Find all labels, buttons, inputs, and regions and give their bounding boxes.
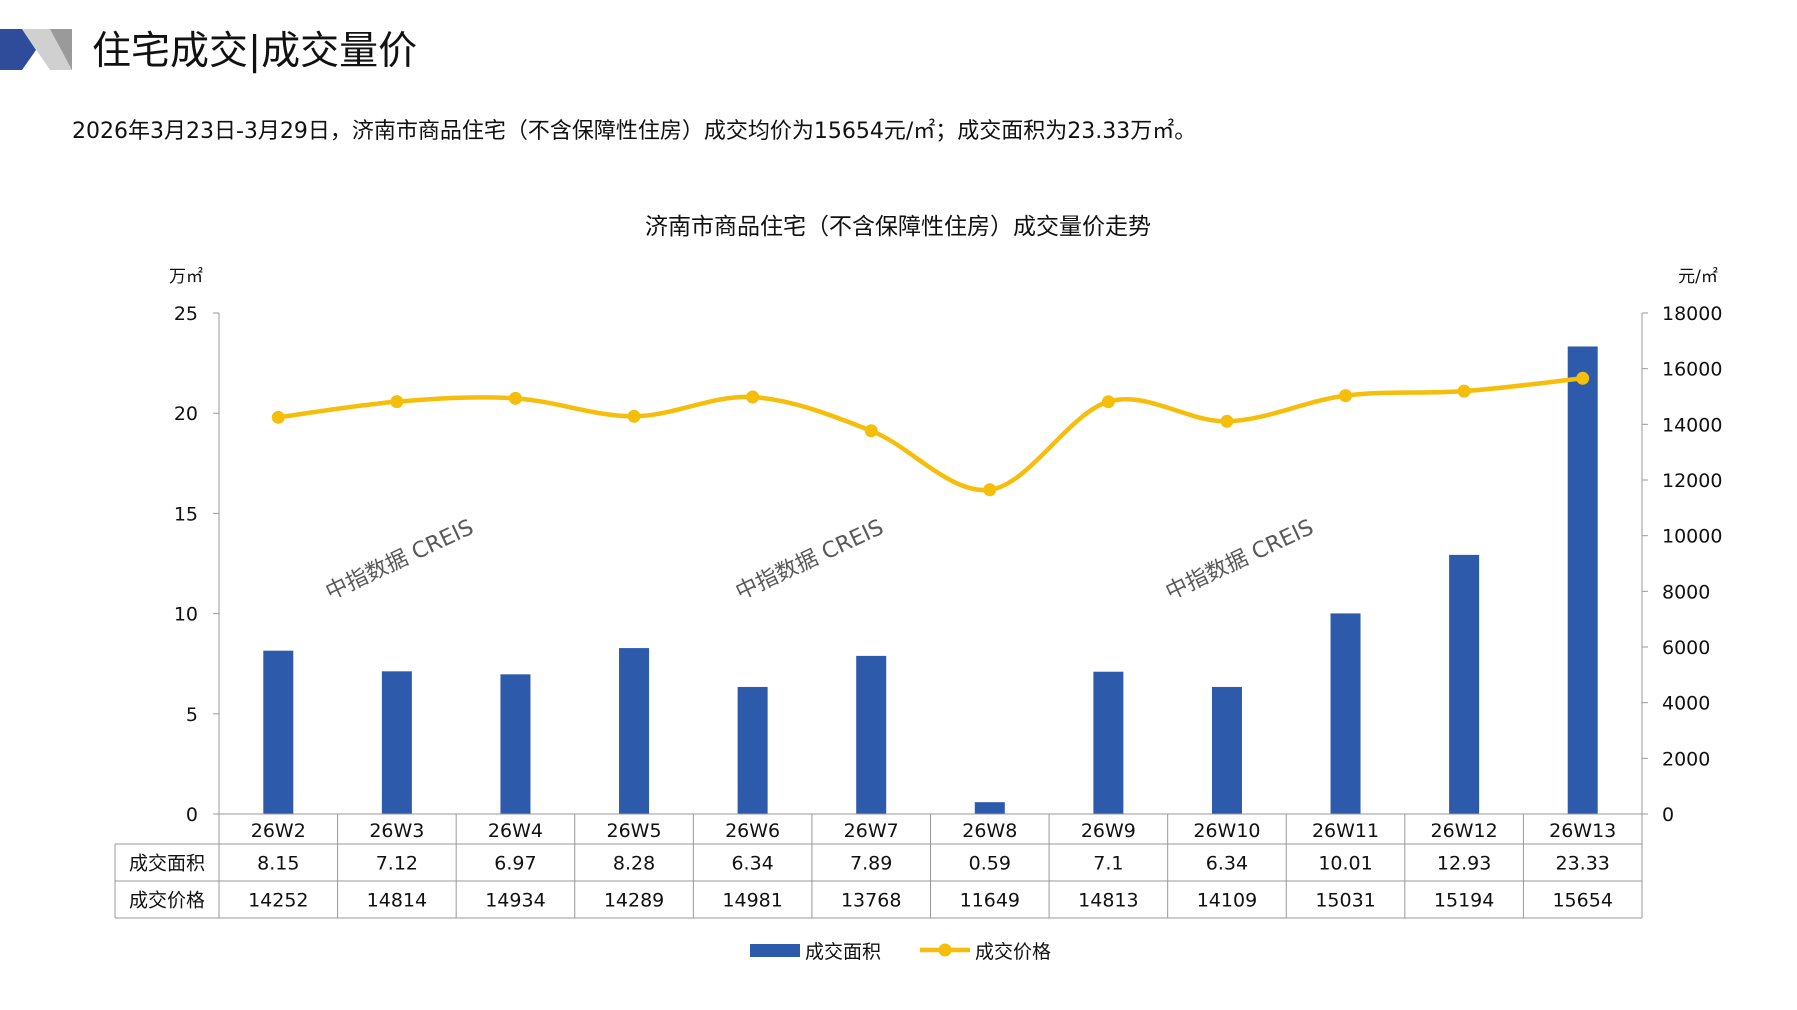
- table-cell: 6.97: [494, 853, 536, 875]
- right-axis-unit: 元/㎡: [1678, 267, 1718, 287]
- category-label: 26W9: [1081, 820, 1136, 842]
- left-tick-label: 25: [174, 303, 198, 325]
- bar-26W5: [619, 648, 650, 814]
- summary-text: 2026年3月23日-3月29日，济南市商品住宅（不含保障性住房）成交均价为15…: [72, 118, 1196, 144]
- category-label: 26W12: [1431, 820, 1498, 842]
- bar-26W11: [1330, 613, 1361, 814]
- table-cell: 23.33: [1556, 853, 1610, 875]
- left-axis-unit: 万㎡: [169, 267, 203, 287]
- page-title: 住宅成交|成交量价: [92, 29, 417, 74]
- price-point-26W7: [864, 424, 878, 438]
- table-cell: 15031: [1315, 890, 1375, 912]
- right-tick-label: 0: [1662, 804, 1674, 826]
- price-point-26W12: [1457, 384, 1471, 398]
- price-point-26W4: [508, 391, 522, 405]
- category-label: 26W13: [1549, 820, 1616, 842]
- table-cell: 0.59: [969, 853, 1011, 875]
- legend-bar-swatch: [750, 944, 800, 957]
- table-cell: 8.15: [257, 853, 299, 875]
- price-point-26W2: [271, 410, 285, 424]
- watermark: 中指数据 CREIS: [1162, 515, 1318, 605]
- left-tick-label: 0: [186, 804, 198, 826]
- legend-line-marker: [938, 943, 952, 957]
- right-tick-label: 18000: [1662, 303, 1722, 325]
- table-cell: 14814: [367, 890, 427, 912]
- bar-26W2: [263, 650, 294, 814]
- table-cell: 14109: [1197, 890, 1257, 912]
- table-cell: 7.12: [376, 853, 418, 875]
- table-cell: 14289: [604, 890, 664, 912]
- category-label: 26W8: [962, 820, 1017, 842]
- bar-26W13: [1567, 346, 1598, 814]
- table-cell: 6.34: [1206, 853, 1248, 875]
- bar-26W9: [1093, 671, 1124, 814]
- right-tick-label: 10000: [1662, 526, 1722, 548]
- table-cell: 6.34: [731, 853, 773, 875]
- left-tick-label: 15: [174, 503, 198, 525]
- table-cell: 14813: [1078, 890, 1138, 912]
- bar-26W10: [1211, 686, 1242, 814]
- price-line: [277, 376, 1583, 493]
- legend-area-label: 成交面积: [805, 941, 881, 963]
- bar-26W8: [974, 802, 1005, 814]
- category-label: 26W3: [369, 820, 424, 842]
- table-cell: 11649: [960, 890, 1020, 912]
- category-label: 26W2: [251, 820, 306, 842]
- table-series-name: 成交面积: [129, 853, 205, 875]
- category-label: 26W5: [607, 820, 662, 842]
- table-cell: 7.1: [1093, 853, 1123, 875]
- price-point-26W5: [627, 409, 641, 423]
- right-tick-label: 8000: [1662, 581, 1710, 603]
- bar-26W6: [737, 686, 768, 814]
- right-tick-label: 12000: [1662, 470, 1722, 492]
- price-point-26W6: [746, 390, 760, 404]
- right-tick-label: 16000: [1662, 359, 1722, 381]
- category-label: 26W4: [488, 820, 543, 842]
- table-cell: 13768: [841, 890, 901, 912]
- left-tick-label: 10: [174, 604, 198, 626]
- bar-26W3: [381, 671, 412, 814]
- table-cell: 15654: [1552, 890, 1612, 912]
- table-cell: 15194: [1434, 890, 1494, 912]
- right-tick-label: 14000: [1662, 414, 1722, 436]
- category-label: 26W7: [844, 820, 899, 842]
- table-cell: 8.28: [613, 853, 655, 875]
- bar-26W12: [1449, 554, 1480, 814]
- legend-price-label: 成交价格: [975, 941, 1051, 963]
- table-cell: 12.93: [1437, 853, 1491, 875]
- table-cell: 10.01: [1318, 853, 1372, 875]
- right-tick-label: 4000: [1662, 693, 1710, 715]
- price-point-26W13: [1576, 371, 1590, 385]
- price-point-26W10: [1220, 414, 1234, 428]
- section-logo: [0, 29, 72, 70]
- price-point-26W3: [390, 395, 404, 409]
- category-label: 26W11: [1312, 820, 1379, 842]
- price-point-26W9: [1101, 395, 1115, 409]
- left-tick-label: 5: [186, 704, 198, 726]
- category-label: 26W6: [725, 820, 780, 842]
- bar-26W7: [856, 655, 887, 814]
- left-tick-label: 20: [174, 403, 198, 425]
- right-tick-label: 6000: [1662, 637, 1710, 659]
- price-point-26W8: [983, 483, 997, 497]
- chart-title: 济南市商品住宅（不含保障性住房）成交量价走势: [645, 214, 1151, 240]
- table-cell: 14934: [485, 890, 545, 912]
- right-tick-label: 2000: [1662, 748, 1710, 770]
- bar-26W4: [500, 674, 531, 814]
- table-cell: 14981: [722, 890, 782, 912]
- category-label: 26W10: [1193, 820, 1260, 842]
- table-cell: 14252: [248, 890, 308, 912]
- table-cell: 7.89: [850, 853, 892, 875]
- watermark: 中指数据 CREIS: [732, 515, 888, 605]
- watermark: 中指数据 CREIS: [322, 515, 478, 605]
- price-point-26W11: [1339, 389, 1353, 403]
- table-series-name: 成交价格: [129, 890, 205, 912]
